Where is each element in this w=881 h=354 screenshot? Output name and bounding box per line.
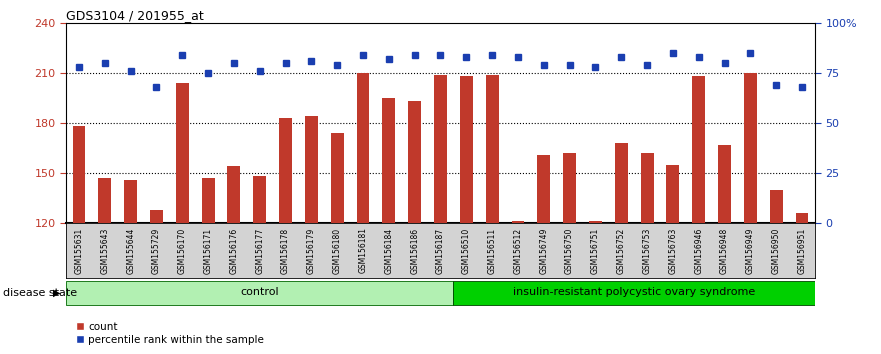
Text: GSM155729: GSM155729 [152, 227, 161, 274]
Bar [279, 118, 292, 223]
Text: GSM156749: GSM156749 [539, 227, 548, 274]
Bar [563, 153, 576, 223]
Text: ▶: ▶ [53, 288, 61, 298]
Text: GSM155643: GSM155643 [100, 227, 109, 274]
Bar [589, 221, 602, 223]
Bar [512, 221, 524, 223]
Bar [382, 98, 396, 223]
Bar [666, 165, 679, 223]
Bar [305, 116, 318, 223]
Text: GSM156511: GSM156511 [488, 227, 497, 274]
Legend: count, percentile rank within the sample: count, percentile rank within the sample [71, 317, 268, 349]
Text: GSM155631: GSM155631 [75, 227, 84, 274]
Bar [744, 73, 757, 223]
Bar [202, 178, 215, 223]
Text: GSM156186: GSM156186 [411, 227, 419, 274]
Text: GSM156763: GSM156763 [669, 227, 677, 274]
Bar [254, 176, 266, 223]
Text: GSM156751: GSM156751 [591, 227, 600, 274]
Bar [72, 126, 85, 223]
Text: GSM156951: GSM156951 [797, 227, 806, 274]
Text: GSM155644: GSM155644 [126, 227, 135, 274]
Bar [330, 133, 344, 223]
Bar [718, 145, 731, 223]
Text: GSM156184: GSM156184 [384, 227, 393, 274]
Text: insulin-resistant polycystic ovary syndrome: insulin-resistant polycystic ovary syndr… [513, 287, 755, 297]
Bar [176, 83, 189, 223]
Bar [408, 101, 421, 223]
Text: GSM156946: GSM156946 [694, 227, 703, 274]
Text: GSM156753: GSM156753 [642, 227, 652, 274]
Text: GSM156176: GSM156176 [229, 227, 239, 274]
Bar [99, 178, 111, 223]
Bar [454, 281, 815, 305]
Text: GDS3104 / 201955_at: GDS3104 / 201955_at [66, 9, 204, 22]
Bar [124, 180, 137, 223]
Bar [227, 166, 241, 223]
Text: GSM156950: GSM156950 [772, 227, 781, 274]
Bar [66, 281, 454, 305]
Bar [615, 143, 627, 223]
Bar [796, 213, 809, 223]
Text: GSM156750: GSM156750 [565, 227, 574, 274]
Text: disease state: disease state [3, 288, 77, 298]
Bar [640, 153, 654, 223]
Text: GSM156752: GSM156752 [617, 227, 626, 274]
Text: GSM156948: GSM156948 [720, 227, 729, 274]
Text: GSM156187: GSM156187 [436, 227, 445, 274]
Bar [460, 76, 473, 223]
Bar [357, 73, 369, 223]
Bar [537, 155, 551, 223]
Text: GSM156512: GSM156512 [514, 227, 522, 274]
Text: GSM156181: GSM156181 [359, 227, 367, 273]
Text: GSM156170: GSM156170 [178, 227, 187, 274]
Text: GSM156178: GSM156178 [281, 227, 290, 274]
Text: GSM156180: GSM156180 [333, 227, 342, 274]
Text: control: control [241, 287, 279, 297]
Text: GSM156949: GSM156949 [746, 227, 755, 274]
Text: GSM156510: GSM156510 [462, 227, 470, 274]
Bar [485, 75, 499, 223]
Bar [692, 76, 705, 223]
Bar [434, 75, 447, 223]
Bar [770, 190, 782, 223]
Text: GSM156179: GSM156179 [307, 227, 316, 274]
Text: GSM156177: GSM156177 [255, 227, 264, 274]
Text: GSM156171: GSM156171 [204, 227, 212, 274]
Bar [150, 210, 163, 223]
